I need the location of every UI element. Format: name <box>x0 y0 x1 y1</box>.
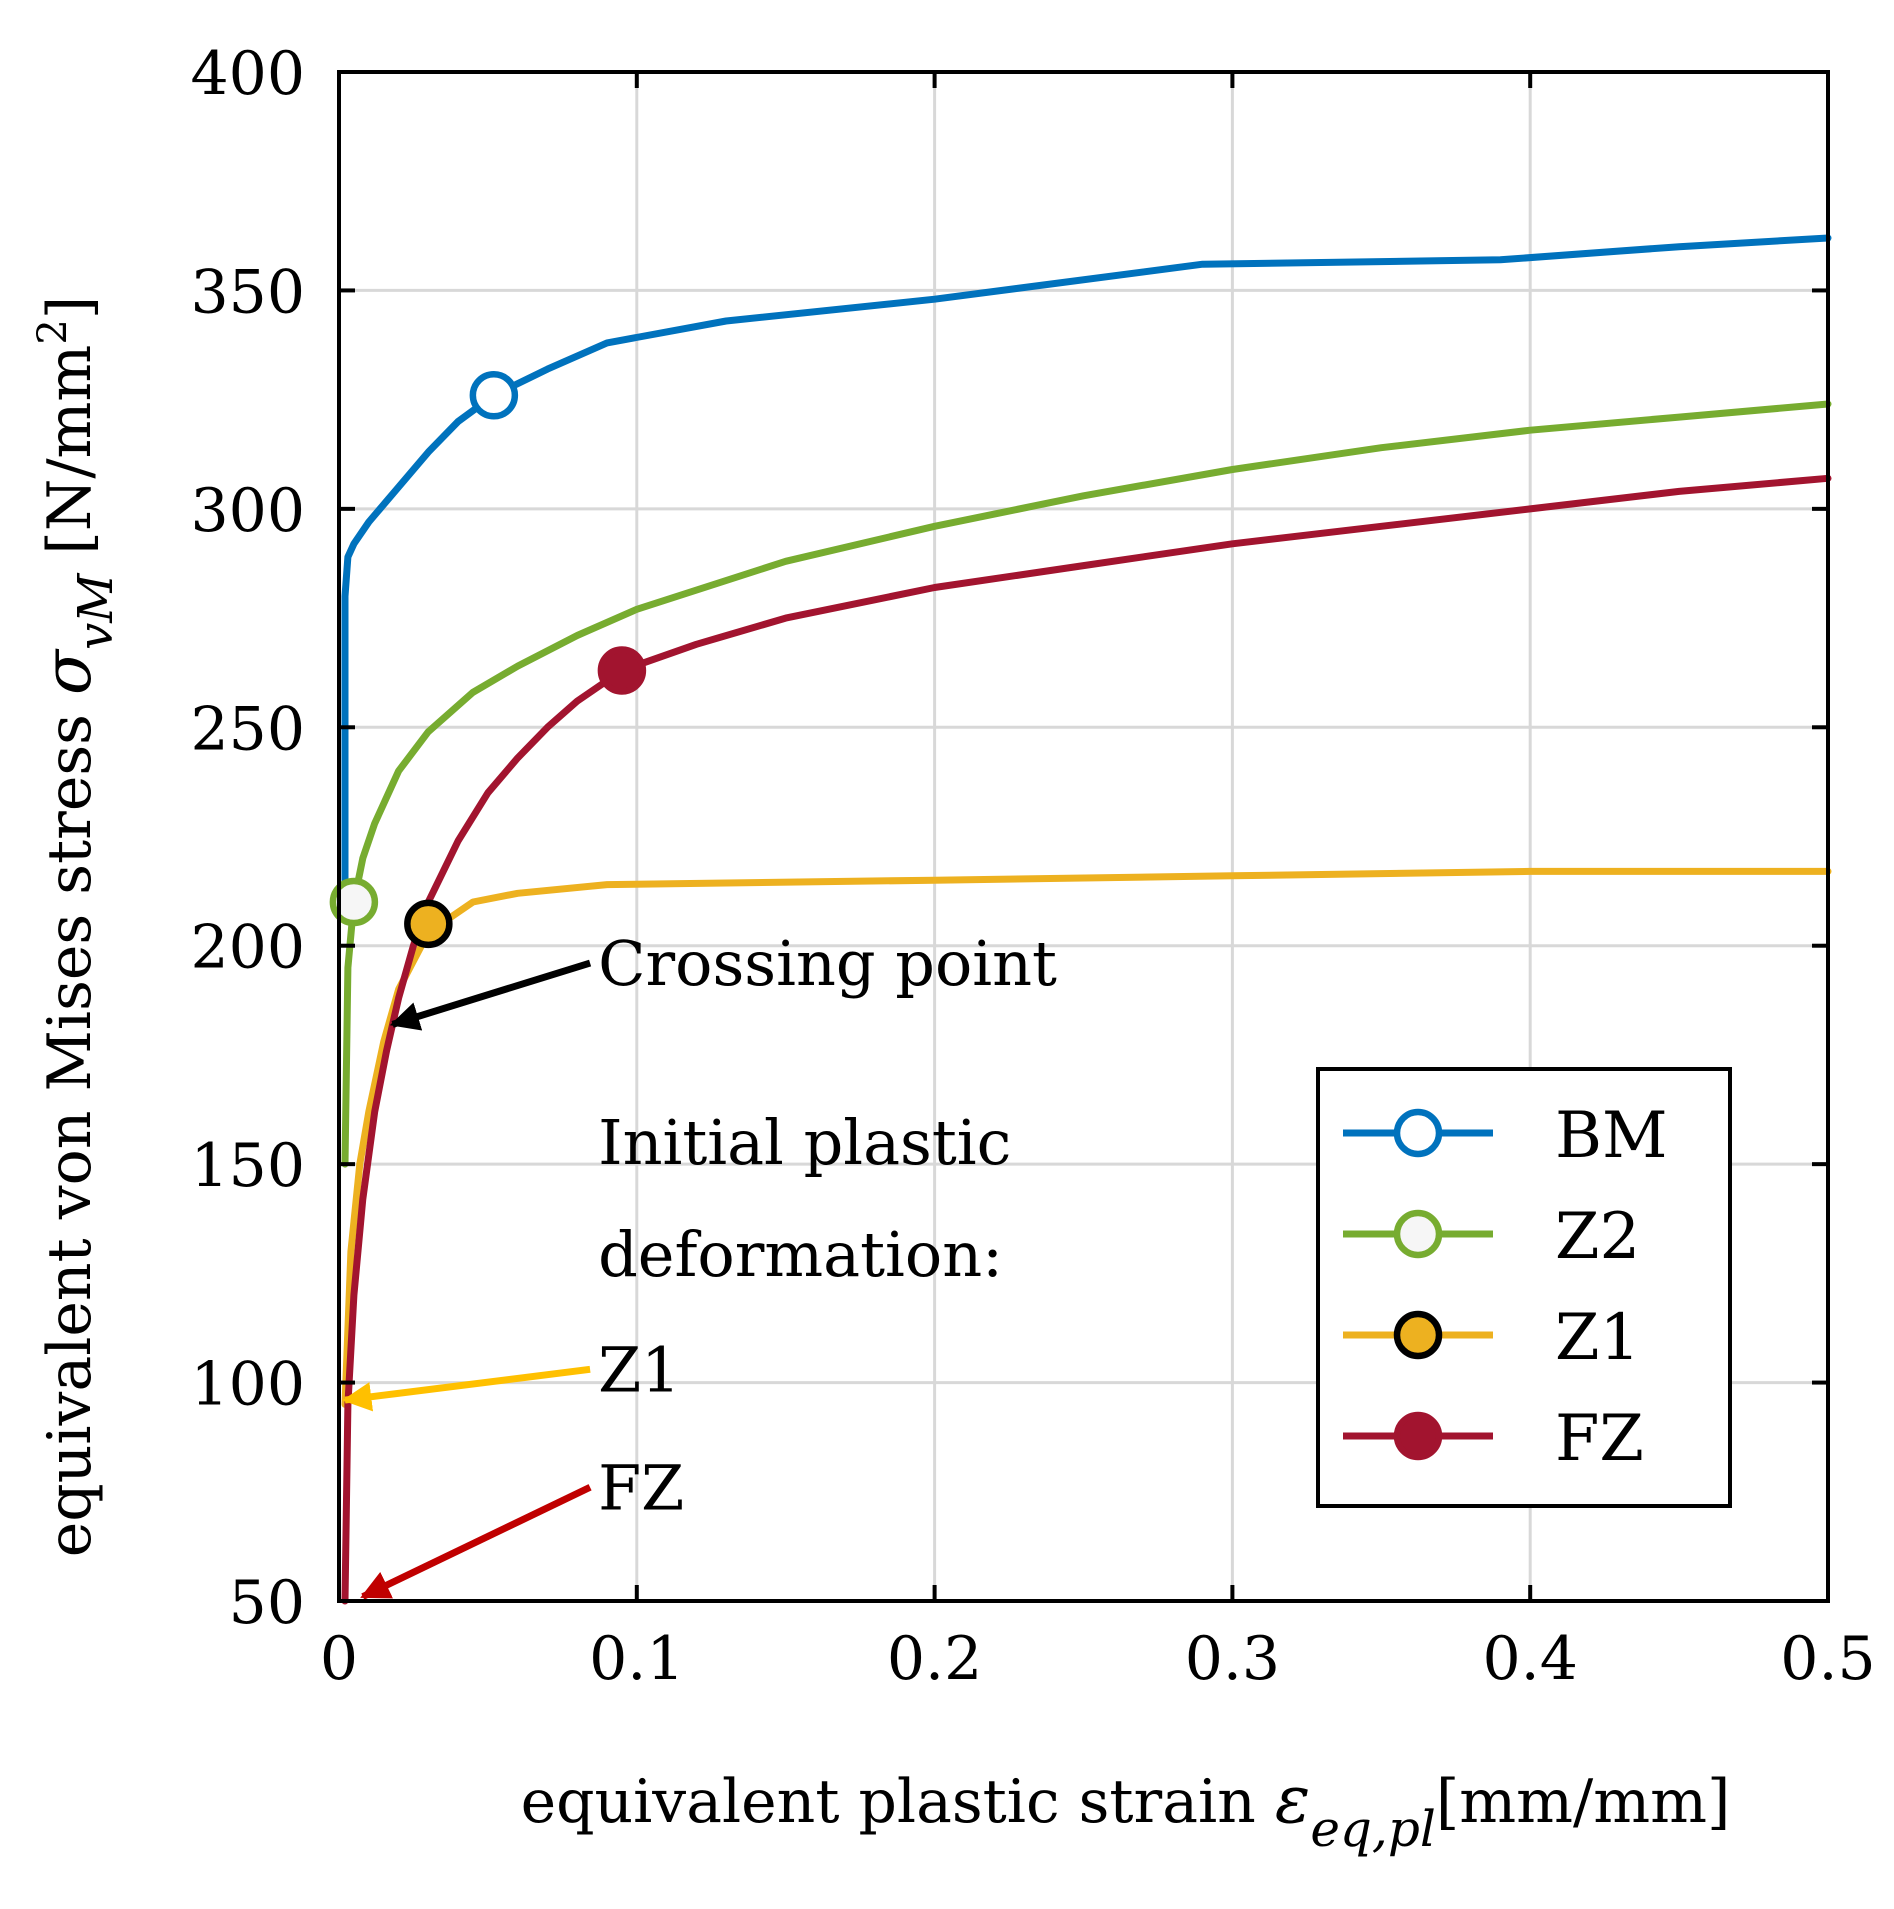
initial-plastic-label-line: Initial plastic <box>598 1106 1011 1179</box>
legend-item-z2: Z2 <box>1343 1200 1640 1274</box>
y-tick-label: 50 <box>229 1568 305 1638</box>
marker-z2 <box>329 877 379 927</box>
x-axis-title: equivalent plastic strain εeq,pl[mm/mm] <box>521 1761 1731 1858</box>
y-tick-label: 250 <box>190 694 305 764</box>
legend-item-z1: Z1 <box>1343 1301 1640 1375</box>
z1-arrow <box>342 1365 591 1412</box>
series-line-bm <box>341 234 1832 884</box>
legend: BM Z2 Z1 FZ <box>1316 1067 1732 1508</box>
legend-label: Z1 <box>1555 1301 1640 1375</box>
x-tick-label: 0.3 <box>1185 1624 1280 1694</box>
legend-marker <box>1393 1209 1443 1259</box>
z1-annotation-label: Z1 <box>598 1333 681 1406</box>
marker-bm <box>469 371 519 420</box>
y-tick-label: 350 <box>190 257 305 327</box>
x-tick-label: 0.5 <box>1780 1624 1875 1694</box>
x-tick-label: 0 <box>320 1624 358 1694</box>
grid <box>339 72 1828 1601</box>
y-tick-label: 300 <box>190 476 305 546</box>
y-tick-label: 400 <box>190 39 305 109</box>
series-markers <box>329 371 647 949</box>
axes: 0 0.1 0.2 0.3 0.4 0.5 50 100 150 200 250 300 350 400 e… <box>29 39 1876 1858</box>
marker-fz <box>597 646 647 695</box>
x-tick-label: 0.1 <box>589 1624 684 1694</box>
x-tick-label: 0.4 <box>1482 1624 1577 1694</box>
y-tick-label: 100 <box>190 1350 305 1420</box>
annotations: Crossing point Initial plastic deformation… <box>342 927 1057 1600</box>
legend-label: BM <box>1555 1099 1668 1173</box>
legend-item-bm: BM <box>1343 1099 1668 1173</box>
legend-marker <box>1393 1411 1443 1461</box>
crossing-arrow <box>389 959 592 1031</box>
series-line-fz <box>341 474 1832 1605</box>
x-tick-label: 0.2 <box>887 1624 982 1694</box>
legend-label: FZ <box>1555 1402 1644 1476</box>
fz-arrow <box>360 1484 592 1600</box>
y-tick-label: 200 <box>190 913 305 983</box>
initial-plastic-label-line: deformation: <box>598 1218 1003 1291</box>
fz-annotation-label: FZ <box>598 1451 684 1524</box>
legend-label: Z2 <box>1555 1200 1640 1274</box>
y-tick-label: 150 <box>190 1131 305 1201</box>
y-axis-title: equivalent von Mises stress σvM [N/mm2] <box>29 296 124 1557</box>
marker-z1 <box>404 899 453 949</box>
crossing-point-label: Crossing point <box>598 927 1057 1000</box>
series-line-z2 <box>341 400 1832 1168</box>
legend-marker <box>1393 1108 1443 1158</box>
legend-marker <box>1393 1310 1443 1360</box>
legend-item-fz: FZ <box>1343 1402 1644 1476</box>
plot-frame <box>337 70 1830 1603</box>
